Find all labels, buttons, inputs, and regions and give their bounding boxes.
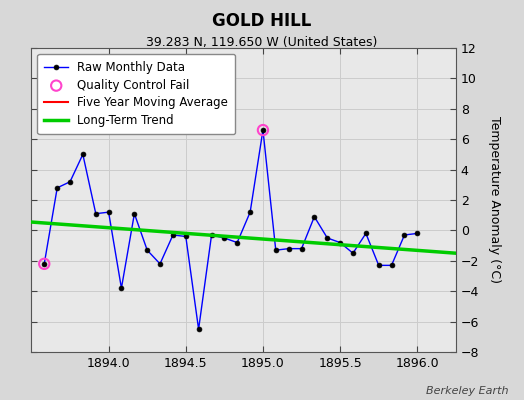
Raw Monthly Data [209, 232, 215, 237]
Raw Monthly Data [260, 128, 266, 132]
Raw Monthly Data [144, 248, 150, 252]
Raw Monthly Data [80, 152, 86, 157]
Raw Monthly Data [234, 240, 241, 245]
Raw Monthly Data [298, 246, 304, 251]
Raw Monthly Data [105, 210, 112, 214]
Quality Control Fail [259, 127, 267, 133]
Quality Control Fail [40, 261, 48, 267]
Raw Monthly Data [388, 263, 395, 268]
Raw Monthly Data [350, 251, 356, 256]
Raw Monthly Data [41, 262, 47, 266]
Line: Raw Monthly Data: Raw Monthly Data [42, 128, 420, 332]
Raw Monthly Data [363, 231, 369, 236]
Raw Monthly Data [183, 234, 189, 239]
Raw Monthly Data [131, 211, 137, 216]
Raw Monthly Data [54, 186, 60, 190]
Raw Monthly Data [376, 263, 382, 268]
Y-axis label: Temperature Anomaly (°C): Temperature Anomaly (°C) [487, 116, 500, 284]
Text: Berkeley Earth: Berkeley Earth [426, 386, 508, 396]
Raw Monthly Data [157, 262, 163, 266]
Raw Monthly Data [67, 179, 73, 184]
Text: 39.283 N, 119.650 W (United States): 39.283 N, 119.650 W (United States) [146, 36, 378, 49]
Raw Monthly Data [272, 248, 279, 252]
Raw Monthly Data [311, 214, 318, 219]
Raw Monthly Data [337, 240, 343, 245]
Raw Monthly Data [170, 232, 176, 237]
Raw Monthly Data [401, 232, 408, 237]
Raw Monthly Data [324, 236, 331, 240]
Raw Monthly Data [247, 210, 253, 214]
Raw Monthly Data [118, 286, 125, 290]
Raw Monthly Data [93, 211, 99, 216]
Raw Monthly Data [221, 236, 227, 240]
Raw Monthly Data [286, 246, 292, 251]
Raw Monthly Data [195, 327, 202, 332]
Text: GOLD HILL: GOLD HILL [212, 12, 312, 30]
Raw Monthly Data [414, 231, 420, 236]
Legend: Raw Monthly Data, Quality Control Fail, Five Year Moving Average, Long-Term Tren: Raw Monthly Data, Quality Control Fail, … [37, 54, 235, 134]
